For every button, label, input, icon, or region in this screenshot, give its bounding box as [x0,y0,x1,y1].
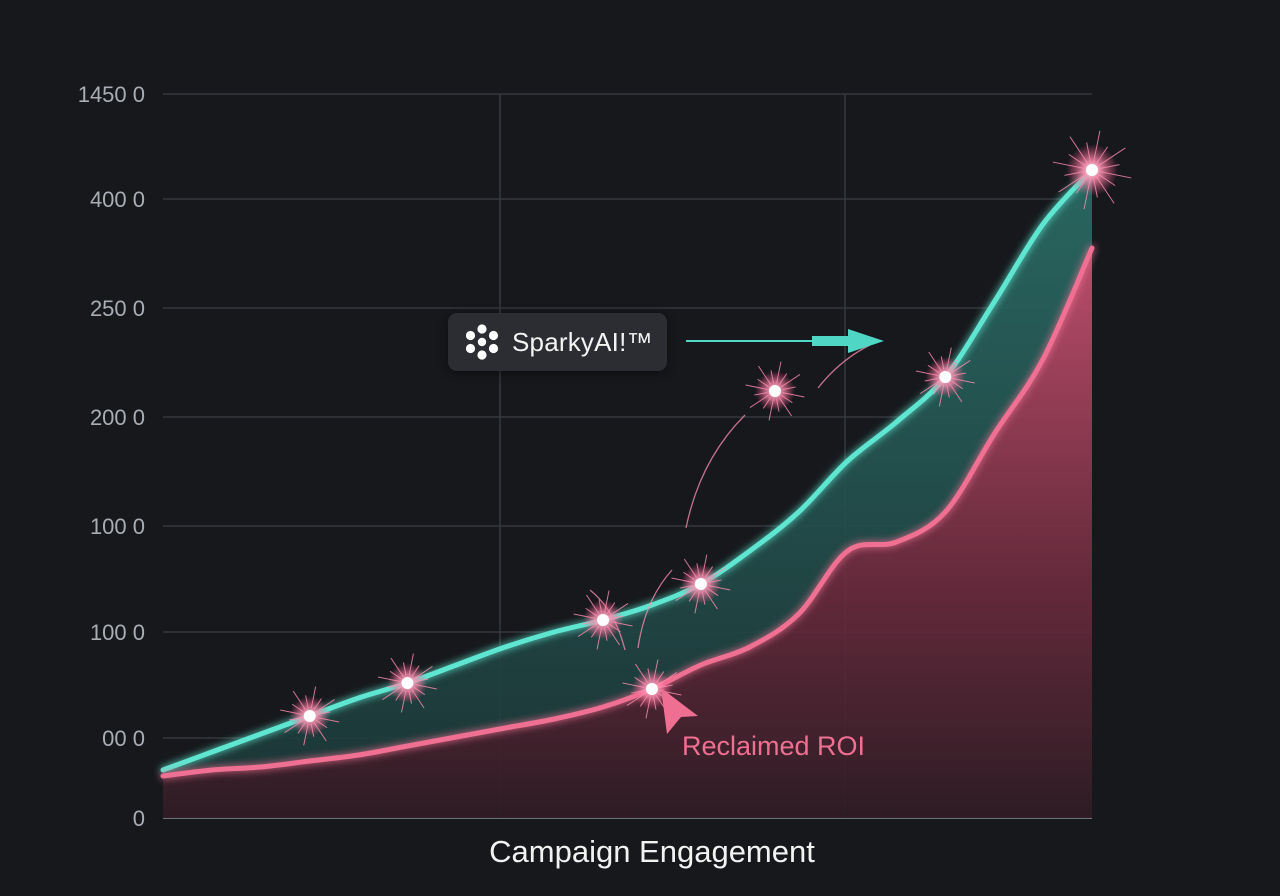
y-tick-label: 00 0 [102,726,145,751]
highlight-point [1052,130,1132,210]
roi-annotation: Reclaimed ROI [661,688,865,761]
y-axis-ticks: 0 00 0 100 0 100 0 200 0 250 0 400 0 1450 0 [78,82,145,831]
brand-label: SparkyAI!™ [512,326,653,357]
highlight-point [280,686,340,746]
highlight-point [671,554,731,614]
y-tick-label: 400 0 [90,187,145,212]
y-tick-label: 100 0 [90,620,145,645]
y-tick-label: 0 [133,806,145,831]
highlight-point [915,347,975,407]
y-tick-label: 200 0 [90,405,145,430]
y-tick-label: 100 0 [90,514,145,539]
series-2-area [163,248,1092,818]
x-axis-label: Campaign Engagement [489,834,815,869]
y-tick-label: 1450 0 [78,82,145,107]
series-band-area [163,170,1092,776]
spark-arc [817,344,871,389]
spark-arc [637,569,673,649]
y-tick-label: 250 0 [90,296,145,321]
arrow-right-icon [812,329,884,353]
highlight-point [573,590,633,650]
highlight-points [280,130,1132,746]
roi-label: Reclaimed ROI [682,731,865,761]
brand-callout: SparkyAI!™ [448,313,667,371]
cursor-arrow-icon [661,688,698,734]
molecule-icon [465,324,499,360]
highlight-point [377,653,437,713]
spark-arc [685,414,746,529]
series-areas [163,170,1092,818]
floating-spark [745,361,805,421]
